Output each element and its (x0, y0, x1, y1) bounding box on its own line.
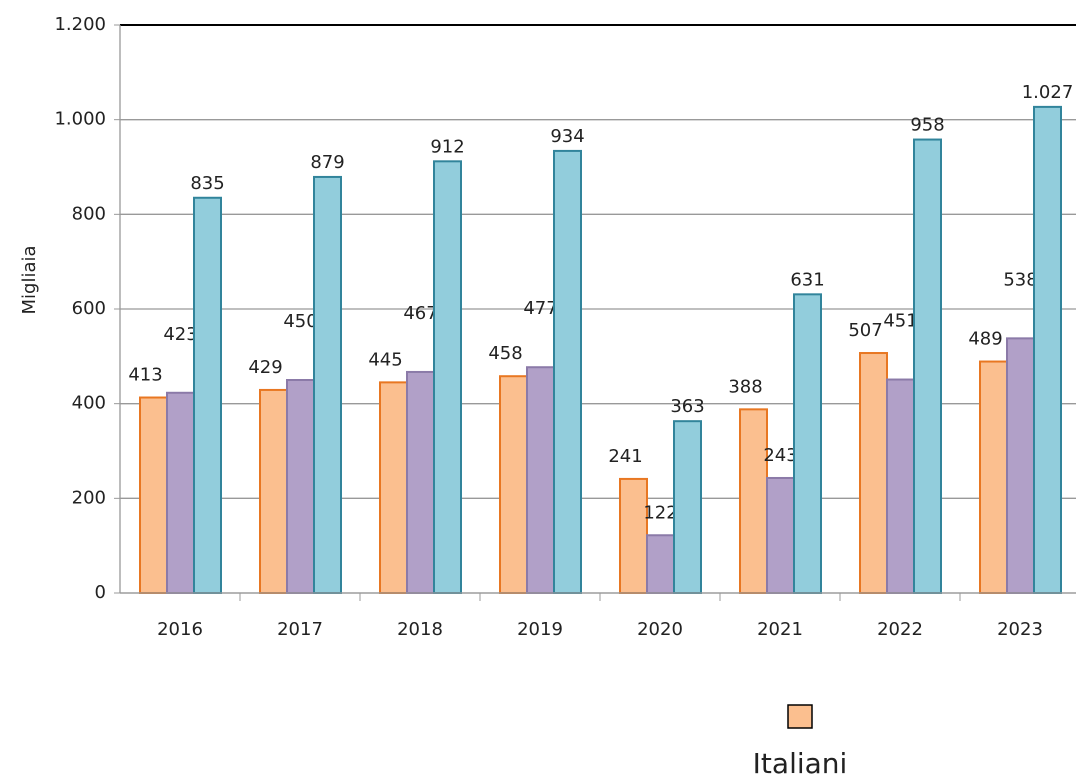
bar (739, 408, 768, 595)
data-label: 445 (368, 349, 402, 370)
bar (499, 375, 528, 595)
y-tick-label: 400 (72, 393, 106, 414)
y-tick-label: 0 (95, 582, 106, 603)
data-label: 450 (283, 311, 317, 332)
legend-label: Italiani (753, 747, 848, 777)
bar (646, 534, 675, 595)
x-tick-label: 2019 (517, 619, 563, 640)
data-label: 467 (403, 303, 437, 324)
data-label: 451 (883, 311, 917, 332)
bar (433, 160, 462, 594)
data-label: 243 (763, 445, 797, 466)
data-label: 413 (128, 365, 162, 386)
data-label: 879 (310, 152, 344, 173)
data-label: 388 (728, 376, 762, 397)
data-label: 1.027 (1022, 82, 1074, 103)
data-label: 241 (608, 446, 642, 467)
bar (886, 378, 915, 594)
bar (193, 196, 222, 594)
bar (673, 420, 702, 594)
bar (859, 352, 888, 594)
bar (619, 477, 648, 594)
x-tick-label: 2017 (277, 619, 323, 640)
data-label: 958 (910, 115, 944, 136)
data-label: 835 (190, 173, 224, 194)
x-tick-label: 2020 (637, 619, 683, 640)
data-label: 538 (1003, 269, 1037, 290)
data-label: 423 (163, 324, 197, 345)
bar (766, 476, 795, 595)
data-label: 934 (550, 126, 584, 147)
data-label: 507 (848, 320, 882, 341)
legend-swatch (787, 704, 813, 729)
data-label: 363 (670, 396, 704, 417)
data-label: 489 (968, 329, 1002, 350)
x-tick-label: 2018 (397, 619, 443, 640)
x-tick-label: 2021 (757, 619, 803, 640)
y-tick-label: 1.200 (54, 14, 106, 35)
bar (313, 175, 342, 594)
bar (166, 391, 195, 594)
data-label: 122 (643, 502, 677, 523)
data-label: 429 (248, 357, 282, 378)
x-tick-label: 2022 (877, 619, 923, 640)
y-axis-label: Migliaia (19, 245, 40, 314)
x-tick-label: 2023 (997, 619, 1043, 640)
data-label: 477 (523, 298, 557, 319)
bar (526, 366, 555, 594)
bar (1033, 105, 1062, 595)
y-tick-label: 800 (72, 203, 106, 224)
bar (379, 381, 408, 594)
bar (1006, 337, 1035, 595)
y-tick-label: 600 (72, 298, 106, 319)
bar (913, 138, 942, 594)
x-tick-label: 2016 (157, 619, 203, 640)
y-tick-label: 200 (72, 487, 106, 508)
bar (979, 360, 1008, 595)
bar (259, 388, 288, 594)
y-tick-label: 1.000 (54, 109, 106, 130)
data-label: 458 (488, 343, 522, 364)
data-label: 631 (790, 269, 824, 290)
bar (553, 149, 582, 594)
bar (793, 293, 822, 594)
data-label: 912 (430, 136, 464, 157)
bar (139, 396, 168, 594)
bar (286, 379, 315, 594)
bar (406, 370, 435, 594)
